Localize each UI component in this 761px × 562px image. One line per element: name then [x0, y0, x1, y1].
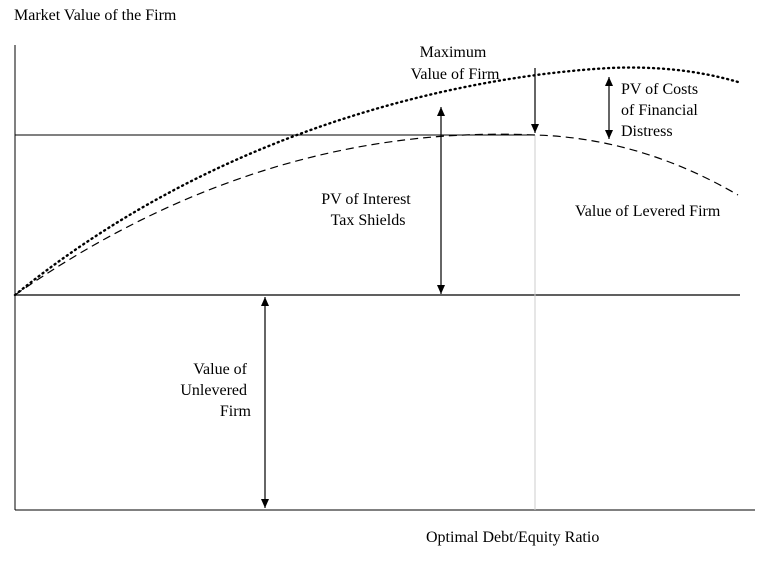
tax-shield-curve: [13, 66, 740, 297]
max-value-label: Maximum Value of Firm: [411, 44, 500, 83]
distress-costs-label: PV of Costs of Financial Distress: [621, 81, 702, 140]
x-axis-title: Optimal Debt/Equity Ratio: [426, 529, 599, 546]
unlevered-firm-label: Value of Unlevered Firm: [180, 361, 251, 420]
levered-firm-curve: [14, 133, 739, 296]
y-axis-title: Market Value of the Firm: [14, 7, 177, 24]
tax-shield-label: PV of Interest Tax Shields: [321, 191, 414, 229]
levered-firm-label: Value of Levered Firm: [575, 203, 721, 220]
